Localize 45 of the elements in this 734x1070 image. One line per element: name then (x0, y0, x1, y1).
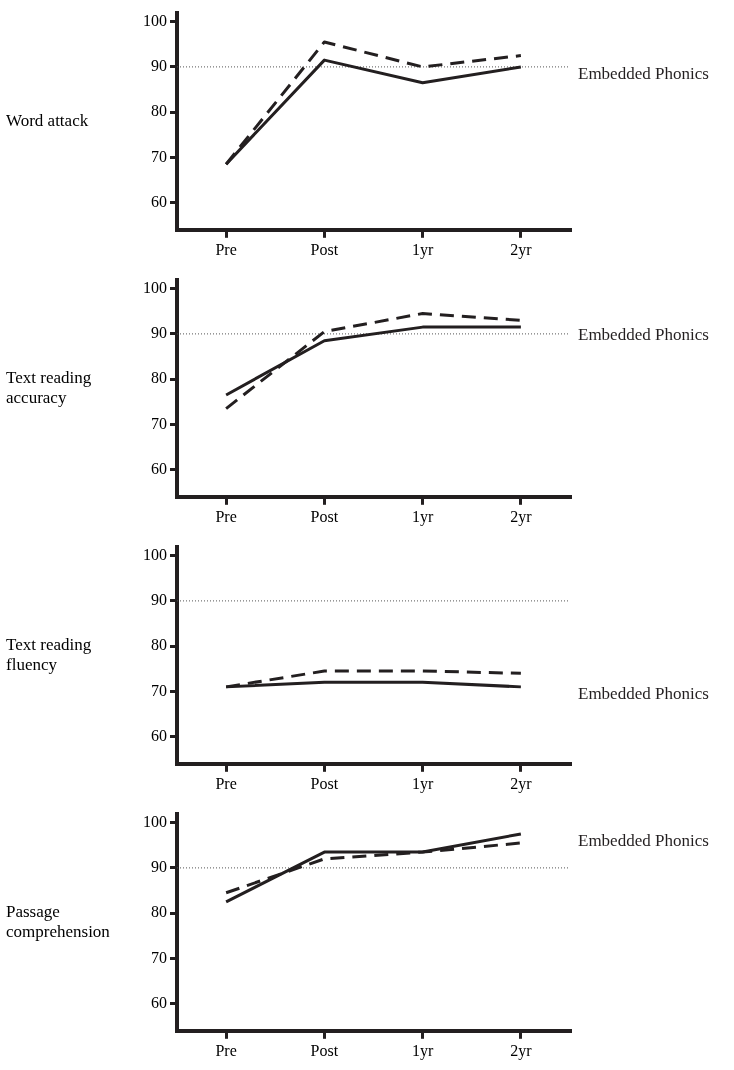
text: Embedded Phonics (578, 831, 709, 851)
y-tick-label: 90 (151, 324, 167, 342)
y-tick-label: 90 (151, 591, 167, 609)
x-tick-label: 1yr (411, 774, 434, 793)
x-tick-label: Pre (215, 507, 237, 525)
y-axis-title: Word attack (6, 110, 89, 130)
y-tick-label: 90 (151, 57, 167, 75)
x-tick-label: 2yr (510, 507, 533, 526)
y-tick-label: 70 (151, 414, 167, 432)
y-tick-label: 80 (151, 102, 167, 120)
y-tick-label: 100 (143, 545, 167, 563)
x-tick-label: Post (310, 240, 339, 258)
x-tick-label: 1yr (411, 1041, 434, 1060)
x-tick-label: Pre (215, 240, 237, 258)
x-tick-label: Post (310, 1041, 339, 1059)
y-tick-label: 60 (151, 726, 167, 744)
y-tick-label: 70 (151, 681, 167, 699)
x-tick-label: 2yr (510, 774, 533, 793)
y-tick-label: 60 (151, 459, 167, 477)
y-tick-label: 80 (151, 369, 167, 387)
x-tick-label: 1yr (411, 507, 434, 526)
y-tick-label: 80 (151, 636, 167, 654)
y-tick-label: 60 (151, 993, 167, 1011)
y-tick-label: 100 (143, 278, 167, 296)
x-tick-label: Pre (215, 774, 237, 792)
y-tick-label: 90 (151, 858, 167, 876)
y-tick-label: 60 (151, 192, 167, 210)
y-axis-title: Text reading fluency (6, 634, 92, 674)
x-tick-label: 2yr (510, 240, 533, 259)
y-tick-label: 70 (151, 948, 167, 966)
x-tick-label: Post (310, 507, 339, 525)
x-tick-label: Pre (215, 1041, 237, 1059)
text: Embedded Phonics (578, 64, 709, 84)
y-tick-label: 100 (143, 11, 167, 29)
y-axis-title: Text reading accuracy (6, 367, 92, 407)
y-tick-label: 70 (151, 147, 167, 165)
x-tick-label: 1yr (411, 240, 434, 259)
line-series (224, 312, 523, 411)
y-tick-label: 100 (143, 812, 167, 830)
x-tick-label: 2yr (510, 1041, 533, 1060)
y-tick-label: 80 (151, 903, 167, 921)
text: Embedded Phonics (578, 324, 709, 344)
x-tick-label: Post (310, 774, 339, 792)
y-axis-title: Passage comprehension (6, 901, 111, 941)
text: Embedded Phonics (578, 684, 709, 704)
